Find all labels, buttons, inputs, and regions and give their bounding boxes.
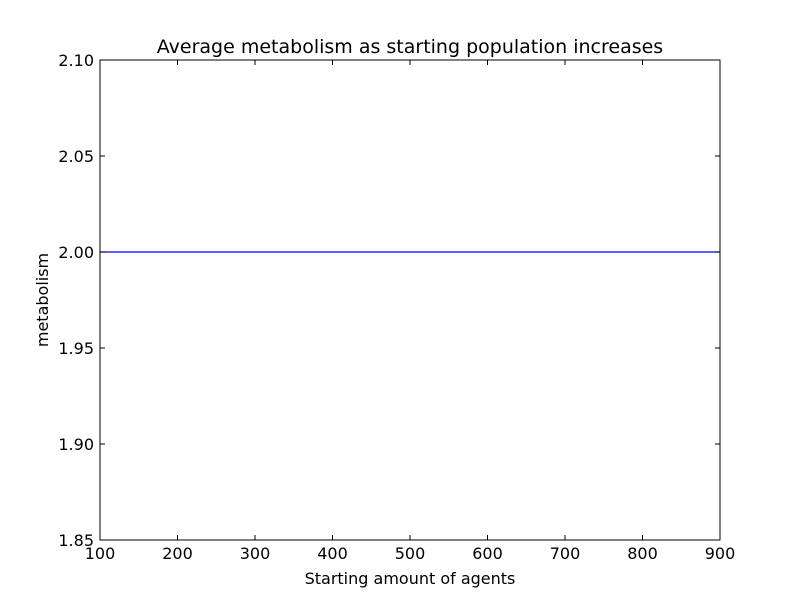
y-tick-label: 2.00 — [58, 243, 94, 262]
y-tick-label: 1.95 — [58, 339, 94, 358]
chart-title: Average metabolism as starting populatio… — [157, 36, 663, 58]
x-axis-label: Starting amount of agents — [305, 569, 516, 588]
x-tick-label: 400 — [317, 544, 348, 563]
y-tick-label: 1.90 — [58, 435, 94, 454]
plot-frame — [99, 59, 721, 541]
x-tick-label: 200 — [162, 544, 193, 563]
y-tick-label: 2.10 — [58, 51, 94, 70]
y-tick-label: 1.85 — [58, 531, 94, 550]
y-tick-label: 2.05 — [58, 147, 94, 166]
x-tick-label: 600 — [472, 544, 503, 563]
x-tick-label: 800 — [627, 544, 658, 563]
x-tick-label: 900 — [705, 544, 736, 563]
x-tick-label: 100 — [85, 544, 116, 563]
x-tick-label: 700 — [550, 544, 581, 563]
x-tick-label: 500 — [395, 544, 426, 563]
x-tick-label: 300 — [240, 544, 271, 563]
y-axis-label: metabolism — [33, 253, 52, 347]
plot-area: 100 200 300 400 500 600 700 800 900 1.85 1.90 1.95 2… — [58, 51, 735, 563]
